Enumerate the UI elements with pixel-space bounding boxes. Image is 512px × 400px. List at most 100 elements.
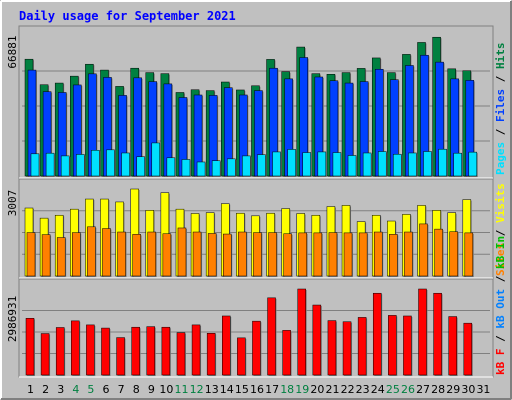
bar-pages-day-22 (347, 155, 357, 177)
bar-pages-day-4 (76, 154, 85, 177)
day-label: 24 (371, 383, 385, 396)
day-label: 1 (27, 383, 34, 396)
bar-kb-f-day-20 (312, 304, 322, 376)
day-label: 7 (118, 383, 125, 396)
bar-sites-day-1 (26, 232, 36, 277)
bar-pages-day-21 (332, 152, 342, 177)
bar-kb-f-day-17 (267, 297, 276, 376)
bar-pages-day-15 (242, 155, 251, 177)
panel-kbf: 2986931 (6, 278, 494, 378)
bar-kb-f-day-27 (418, 288, 427, 376)
day-label: 30 (461, 383, 475, 396)
right-axis-labels: Pages / Files / Hits Sites / Visits kB F /… (494, 43, 507, 376)
series-files (27, 54, 475, 178)
bar-pages-day-17 (272, 151, 281, 177)
bar-pages-day-24 (377, 151, 387, 177)
bar-sites-day-27 (419, 223, 428, 277)
panel-hits-files-pages: 66881 (6, 25, 494, 179)
bar-pages-day-27 (423, 151, 432, 177)
bar-kb-f-day-5 (86, 324, 95, 376)
bar-kb-f-day-22 (342, 321, 352, 376)
day-label: 14 (220, 383, 234, 396)
series-pages (30, 142, 478, 177)
bar-kb-f-day-8 (131, 326, 140, 376)
bar-kb-f-day-9 (146, 326, 156, 376)
bar-kb-f-day-10 (161, 326, 171, 376)
bar-kb-f-day-15 (237, 337, 246, 376)
series-kb-f (25, 288, 473, 376)
bar-sites-day-6 (102, 228, 111, 277)
bar-sites-day-25 (389, 234, 398, 277)
bar-sites-day-22 (343, 232, 353, 277)
bar-sites-day-28 (434, 228, 443, 277)
day-label: 4 (72, 383, 79, 396)
day-label: 6 (103, 383, 110, 396)
label-separator: / (494, 122, 507, 142)
day-label: 27 (416, 383, 430, 396)
bar-sites-day-18 (283, 233, 292, 277)
bar-kb-f-day-25 (388, 315, 397, 376)
bar-sites-day-15 (238, 231, 247, 277)
right-label-sites: Sites (494, 243, 507, 276)
right-label-kb-in: kB In (494, 236, 507, 269)
right-label-visits: Visits (494, 183, 507, 223)
right-label-pages: Pages (494, 142, 507, 175)
bar-kb-f-day-23 (357, 317, 367, 376)
right-label-group: kB F / kB Out / kB In (494, 236, 507, 375)
bar-sites-day-13 (207, 233, 217, 277)
bar-pages-day-12 (196, 161, 206, 177)
bar-kb-f-day-1 (25, 318, 35, 376)
bar-pages-day-23 (362, 152, 372, 177)
bar-sites-day-24 (373, 231, 383, 277)
day-label: 18 (280, 383, 294, 396)
bar-kb-f-day-26 (403, 315, 412, 376)
day-label: 19 (295, 383, 309, 396)
bar-pages-day-10 (166, 157, 176, 177)
bar-sites-day-5 (87, 226, 96, 277)
day-label: 10 (159, 383, 173, 396)
right-label-hits: Hits (494, 43, 507, 70)
bar-kb-f-day-2 (40, 333, 50, 376)
bar-pages-day-8 (136, 156, 145, 177)
day-label: 28 (431, 383, 445, 396)
bar-pages-day-5 (91, 150, 100, 177)
bar-sites-day-16 (253, 232, 262, 277)
right-label-files: Files (494, 89, 507, 122)
bar-sites-day-21 (328, 232, 338, 277)
chart-title: Daily usage for September 2021 (19, 9, 236, 23)
bar-kb-f-day-29 (448, 316, 457, 376)
bar-sites-day-3 (56, 237, 66, 277)
right-label-group: Pages / Files / Hits (494, 43, 507, 176)
bar-pages-day-28 (438, 148, 447, 177)
bar-kb-f-day-7 (116, 337, 125, 376)
bar-pages-day-11 (181, 159, 191, 177)
day-label: 20 (310, 383, 324, 396)
bar-sites-day-20 (313, 232, 323, 277)
bar-pages-day-16 (257, 154, 266, 177)
day-label: 22 (341, 383, 355, 396)
bar-pages-day-30 (468, 151, 478, 177)
bar-pages-day-1 (30, 153, 40, 177)
day-label: 9 (148, 383, 155, 396)
label-separator: / (494, 69, 507, 89)
day-label: 23 (356, 383, 370, 396)
day-label: 16 (250, 383, 264, 396)
bar-kb-f-day-12 (191, 324, 201, 376)
y-max-label: 3007 (6, 190, 19, 217)
bar-kb-f-day-18 (282, 330, 291, 376)
bar-kb-f-day-14 (222, 315, 231, 376)
bar-kb-f-day-13 (206, 333, 216, 376)
bar-kb-f-day-24 (372, 292, 382, 376)
day-label: 21 (325, 383, 339, 396)
day-label: 29 (446, 383, 460, 396)
bar-pages-day-9 (151, 142, 161, 177)
bar-kb-f-day-4 (71, 320, 80, 376)
day-label: 2 (42, 383, 49, 396)
bar-pages-day-19 (302, 152, 311, 177)
bar-kb-f-day-19 (297, 288, 306, 376)
bar-pages-day-20 (317, 151, 327, 177)
bar-sites-day-9 (147, 231, 157, 277)
right-label-kb-out: kB Out (494, 289, 507, 329)
